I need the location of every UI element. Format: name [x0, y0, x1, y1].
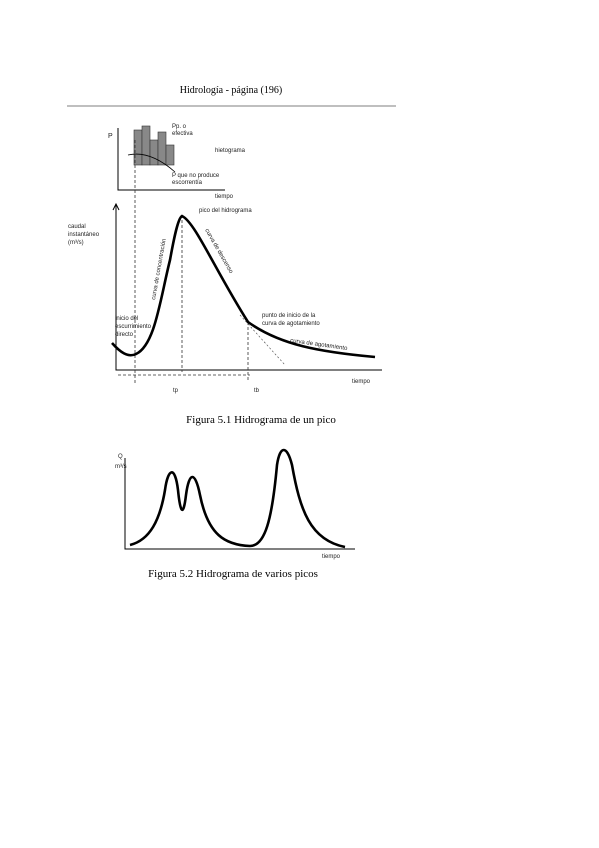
axes — [124, 458, 355, 550]
label: caudal — [68, 224, 86, 230]
axis-arrow — [112, 202, 120, 211]
caption: Figura 5.1 Hidrograma de un pico — [186, 414, 336, 426]
header-title: Hidrología - página (196) — [180, 85, 282, 96]
figure-1: P Pp. o efectiva hietograma P que no pro… — [68, 124, 382, 426]
figure-2: Q m³/s tiempo Figura 5.2 Hidrograma de v… — [115, 448, 355, 580]
label: curva de concentración — [151, 238, 168, 300]
label: (m³/s) — [68, 240, 84, 246]
tangent-line — [239, 314, 286, 366]
infiltration-line — [127, 153, 176, 173]
label: directo — [115, 332, 134, 338]
multi-peak-curve — [129, 448, 346, 549]
label: tiempo — [322, 554, 341, 560]
hietogram-axes — [117, 128, 225, 191]
label: tb — [254, 388, 260, 394]
label: inicio del — [115, 316, 138, 322]
label: escurrimiento — [115, 324, 152, 330]
hietogram-bars — [133, 125, 175, 166]
guide-lines — [134, 140, 249, 385]
label: tiempo — [215, 194, 234, 200]
label: tiempo — [352, 379, 371, 385]
hydrograph-curve — [111, 214, 376, 359]
label: curva de agotamiento — [262, 321, 320, 327]
caption: Figura 5.2 Hidrograma de varios picos — [148, 568, 318, 580]
label: instantáneo — [68, 232, 100, 238]
label: pico del hidrograma — [199, 208, 252, 214]
hydrograph-axes — [115, 205, 382, 371]
label: hietograma — [215, 148, 246, 154]
label: P que no produce — [172, 173, 220, 179]
label: escorrentía — [172, 180, 203, 186]
label: m³/s — [115, 464, 127, 470]
label: P — [108, 133, 113, 140]
label: punto de inicio de la — [262, 313, 316, 319]
label: efectiva — [172, 131, 193, 137]
label: Pp. o — [172, 124, 187, 130]
label: tp — [173, 388, 179, 394]
label: Q — [118, 454, 123, 460]
